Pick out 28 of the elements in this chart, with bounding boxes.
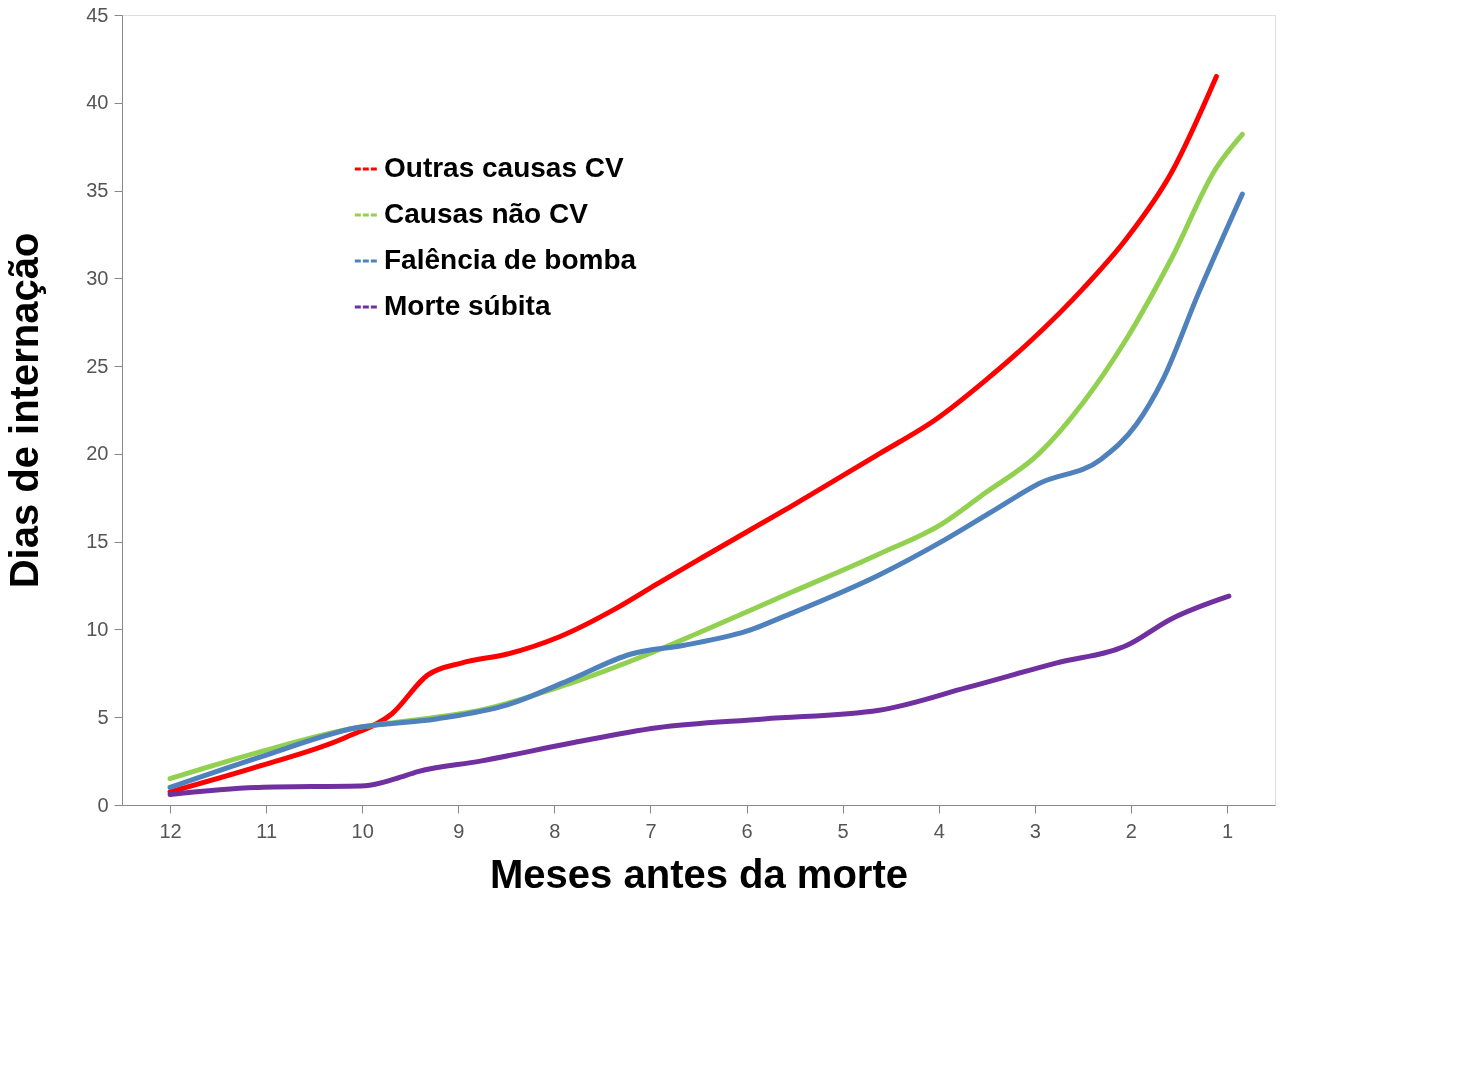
y-tick-label: 40 bbox=[86, 91, 109, 114]
legend-label: Falência de bomba bbox=[384, 244, 637, 275]
y-tick-label: 15 bbox=[86, 530, 109, 553]
x-tick-label: 2 bbox=[1125, 819, 1137, 842]
y-tick-label: 30 bbox=[86, 266, 109, 289]
legend-label: Outras causas CV bbox=[384, 152, 624, 183]
y-tick-label: 20 bbox=[86, 442, 109, 465]
x-tick-label: 4 bbox=[933, 819, 945, 842]
x-tick-label: 5 bbox=[837, 819, 849, 842]
legend-label: Causas não CV bbox=[384, 198, 589, 229]
y-tick-label: 5 bbox=[97, 705, 109, 728]
x-tick-label: 7 bbox=[645, 819, 657, 842]
x-tick-label: 11 bbox=[256, 819, 278, 842]
x-tick-label: 1 bbox=[1221, 819, 1234, 842]
x-tick-label: 10 bbox=[351, 819, 374, 842]
y-tick-label: 25 bbox=[86, 354, 109, 377]
y-tick-label: 10 bbox=[86, 617, 109, 640]
x-tick-label: 12 bbox=[159, 819, 182, 842]
x-tick-label: 6 bbox=[741, 819, 753, 842]
y-tick-label: 0 bbox=[97, 793, 109, 816]
y-tick-label: 35 bbox=[86, 179, 109, 202]
x-tick-label: 8 bbox=[549, 819, 561, 842]
y-tick-label: 45 bbox=[86, 3, 109, 26]
legend-label: Morte súbita bbox=[384, 290, 551, 321]
x-tick-label: 9 bbox=[453, 819, 465, 842]
x-axis-title: Meses antes da morte bbox=[490, 851, 908, 896]
x-tick-label: 3 bbox=[1029, 819, 1041, 842]
y-axis-title: Dias de internação bbox=[2, 232, 47, 589]
